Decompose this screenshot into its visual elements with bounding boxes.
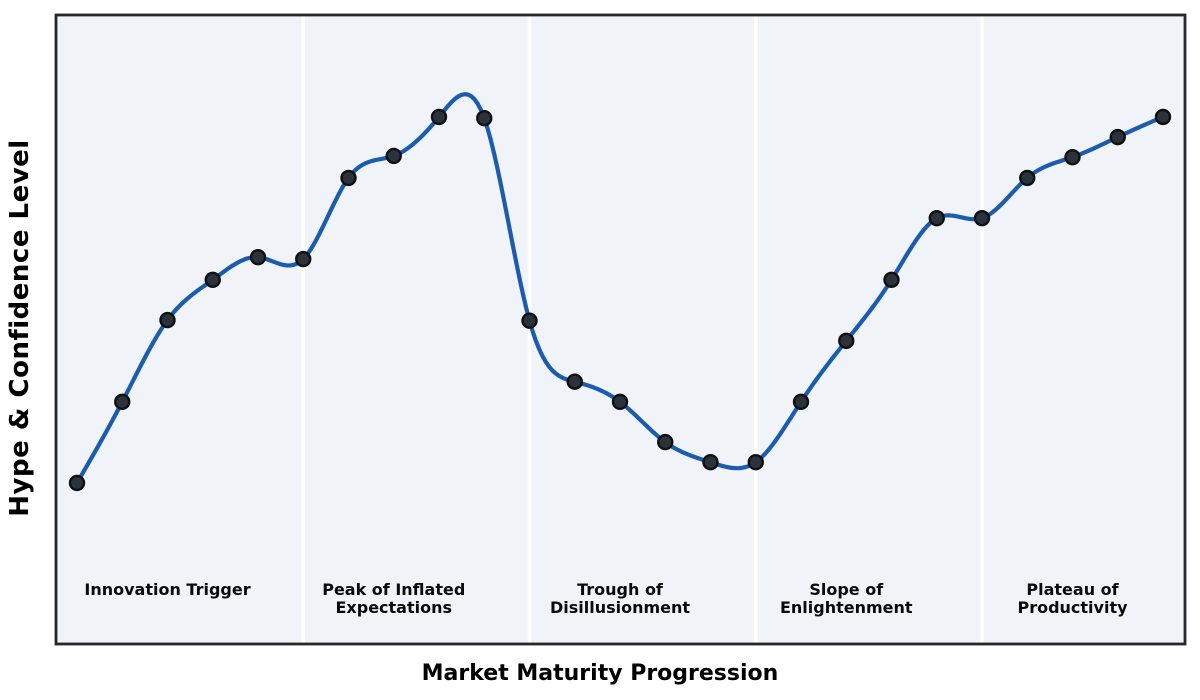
plot-background xyxy=(56,15,1185,644)
plot-border xyxy=(54,13,1187,646)
data-point-marker xyxy=(883,271,900,289)
phase-label-trough-of-disillusionment: Trough of Disillusionment xyxy=(549,580,691,617)
data-point-marker xyxy=(566,373,583,390)
data-point-marker xyxy=(1064,148,1081,166)
phase-label-plateau-of-productivity: Plateau of Productivity xyxy=(1017,580,1128,617)
data-point-marker xyxy=(838,332,855,350)
data-point-marker xyxy=(476,109,493,127)
data-point-marker xyxy=(747,454,764,471)
data-point-marker xyxy=(1109,128,1126,146)
data-point-marker xyxy=(295,250,312,268)
data-point-marker xyxy=(340,169,357,187)
data-point-marker xyxy=(611,393,629,411)
x-axis-label: Market Maturity Progression xyxy=(421,661,779,686)
data-point-marker xyxy=(204,271,221,289)
phase-label-peak-of-inflated-expectations: Peak of Inflated Expectations xyxy=(322,580,466,617)
data-point-marker xyxy=(1154,108,1172,126)
data-point-marker xyxy=(159,311,176,329)
data-point-marker xyxy=(928,209,945,227)
phase-label-slope-of-enlightenment: Slope of Enlightenment xyxy=(779,580,913,617)
data-point-marker xyxy=(114,393,131,411)
data-point-marker xyxy=(792,393,810,411)
data-point-marker xyxy=(973,209,991,227)
data-point-marker xyxy=(430,108,448,126)
data-point-marker xyxy=(385,147,402,165)
data-point-marker xyxy=(68,474,86,492)
data-point-marker xyxy=(249,248,267,266)
data-point-marker xyxy=(521,312,538,329)
y-axis-label: Hype & Confidence Level xyxy=(5,139,35,517)
phase-label-innovation-trigger: Innovation Trigger xyxy=(84,580,251,599)
data-point-marker xyxy=(702,454,719,471)
data-point-marker xyxy=(657,433,674,451)
data-point-marker xyxy=(1019,169,1036,187)
